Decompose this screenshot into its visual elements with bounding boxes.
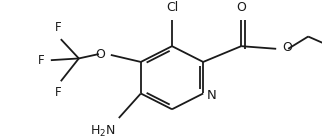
Text: Cl: Cl — [166, 1, 178, 14]
Text: H$_2$N: H$_2$N — [90, 124, 116, 139]
Text: F: F — [38, 54, 45, 67]
Text: N: N — [207, 89, 217, 102]
Text: O: O — [236, 1, 246, 14]
Text: F: F — [54, 87, 61, 100]
Text: O: O — [282, 41, 292, 54]
Text: O: O — [95, 48, 105, 61]
Text: F: F — [54, 21, 61, 34]
